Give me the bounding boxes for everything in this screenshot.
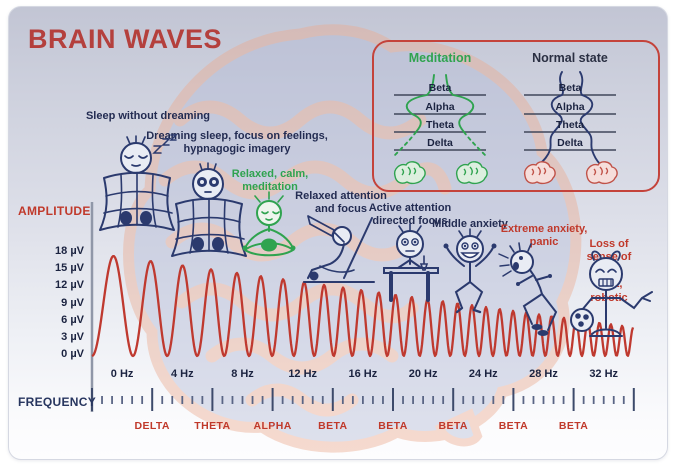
- amplitude-tick-label: 0 µV: [61, 348, 84, 361]
- frequency-band-label: BETA: [498, 420, 529, 432]
- frequency-band-label: BETA: [378, 420, 408, 432]
- legend-band-label: Delta: [557, 137, 583, 149]
- frequency-tick-label: 20 Hz: [408, 368, 438, 380]
- frequency-axis-label: FREQUENCY: [18, 395, 97, 409]
- dreaming-figure: [164, 160, 252, 266]
- stage-label-middle-anxiety: Middle anxiety: [432, 218, 508, 230]
- legend-heading-normal: Normal state: [532, 51, 608, 65]
- stage-label-meditation: Relaxed, calm, meditation: [231, 168, 309, 194]
- frequency-band-label: DELTA: [134, 420, 170, 432]
- legend-heading-meditation: Meditation: [408, 51, 472, 65]
- meditating-figure: [242, 190, 296, 264]
- amplitude-tick-label: 18 µV: [55, 245, 84, 257]
- frequency-band-label: BETA: [558, 420, 589, 432]
- meditation-wave-curves: [393, 74, 487, 157]
- relaxed-telescope-figure: [300, 208, 380, 288]
- legend-band-label: Theta: [425, 119, 455, 131]
- legend-band-label: Beta: [428, 82, 452, 94]
- legend-band-label: Theta: [555, 119, 585, 131]
- legend-band-label: Alpha: [555, 101, 585, 113]
- legend-band-label: Delta: [427, 137, 453, 149]
- frequency-band-label: BETA: [318, 420, 348, 432]
- frequency-tick-label: 8 Hz: [231, 368, 254, 380]
- amplitude-tick-label: 3 µV: [61, 330, 84, 343]
- stage-label-sleep: Sleep without dreaming: [85, 110, 211, 122]
- frequency-band-label: THETA: [194, 420, 231, 432]
- amplitude-tick-label: 15 µV: [55, 262, 84, 275]
- stage-label-extreme-anxiety: Extreme anxiety, panic: [500, 223, 588, 249]
- legend-band-lines: [394, 94, 616, 151]
- amplitude-tick-label: 12 µV: [55, 279, 84, 292]
- legend-box: Meditation Normal state: [372, 40, 660, 192]
- frequency-tick-label: 4 Hz: [170, 368, 194, 380]
- legend-band-label: Alpha: [425, 101, 455, 113]
- frequency-tick-label: 32 Hz: [589, 368, 619, 380]
- frequency-tick-label: 28 Hz: [529, 368, 558, 380]
- stage-label-dreaming: Dreaming sleep, focus on feelings, hypna…: [146, 130, 328, 156]
- amplitude-tick-label: 6 µV: [61, 313, 84, 326]
- excited-figure: [443, 228, 497, 316]
- amplitude-axis-label: AMPLITUDE: [18, 204, 91, 218]
- frequency-band-label: ALPHA: [253, 420, 292, 432]
- sleeping-figure: [92, 134, 180, 240]
- page-title: BRAIN WAVES: [28, 24, 223, 54]
- legend-diagram: [393, 71, 618, 185]
- frequency-band-label: BETA: [438, 420, 468, 432]
- normal-brain-icons: [523, 161, 618, 185]
- desk-focus-figure: [376, 222, 444, 302]
- panic-running-figure: [496, 238, 570, 336]
- stage-label-active-attention: Active attention directed focus: [368, 202, 452, 228]
- normal-state-wave-curves: [539, 71, 601, 165]
- frequency-tick-label: 16 Hz: [348, 368, 378, 380]
- amplitude-tick-label: 9 µV: [61, 296, 84, 309]
- stage-label-relaxed-attention: Relaxed attention and focus: [295, 190, 387, 216]
- robotic-figure: [568, 246, 658, 350]
- frequency-tick-label: 0 Hz: [110, 368, 134, 380]
- meditation-brain-icons: [393, 161, 488, 185]
- legend-band-label: Beta: [558, 82, 582, 94]
- frequency-tick-label: 24 Hz: [468, 368, 498, 380]
- frequency-tick-label: 12 Hz: [288, 368, 318, 380]
